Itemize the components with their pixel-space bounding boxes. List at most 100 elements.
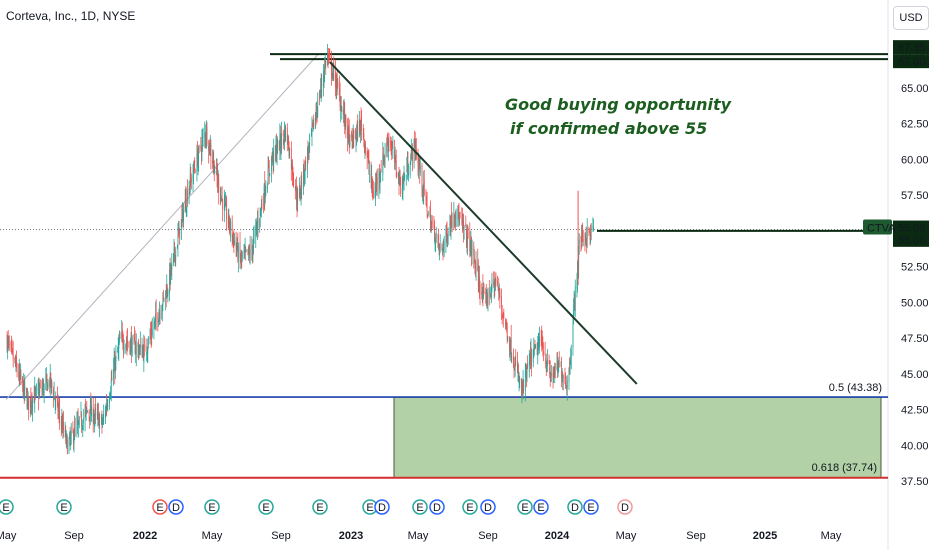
event-letter: E (416, 502, 423, 514)
candle-body (84, 411, 86, 419)
candle-body (134, 339, 136, 354)
candle-body (54, 395, 56, 400)
candle-body (406, 169, 408, 173)
candle-body (190, 178, 192, 180)
earnings-marker[interactable] (462, 499, 478, 515)
candle-body (138, 347, 139, 355)
candle-body (343, 111, 345, 118)
dividend-marker[interactable] (168, 499, 184, 515)
candle-body (42, 383, 44, 391)
time-tick-label: May (408, 530, 429, 542)
candle-body (257, 219, 259, 227)
candle-body (560, 365, 562, 367)
candle-body (387, 142, 389, 149)
candle-body (74, 427, 75, 440)
candle-body (196, 153, 198, 171)
candle-body (151, 332, 153, 337)
candle-body (351, 136, 353, 140)
candle-body (545, 365, 547, 366)
candle-body (546, 359, 548, 366)
earnings-marker[interactable] (0, 499, 14, 515)
time-axis: May Sep 2022 May Sep 2023 May Sep 2024 May Sep 2025… (0, 530, 842, 542)
time-tick-label: 2024 (545, 530, 570, 542)
candle-body (188, 188, 190, 204)
earnings-marker[interactable] (567, 499, 583, 515)
candle-body (263, 203, 265, 205)
earnings-marker[interactable] (56, 499, 72, 515)
candle-body (193, 164, 194, 178)
candle-body (253, 238, 254, 250)
candle-body (80, 414, 82, 415)
candle-body (18, 369, 20, 379)
earnings-marker[interactable] (204, 499, 220, 515)
candle-body (443, 241, 445, 245)
descending-trendline[interactable] (329, 61, 638, 385)
earnings-marker[interactable] (152, 499, 168, 515)
candle-body (355, 137, 357, 141)
candle-body (154, 318, 156, 321)
candle-body (102, 423, 103, 425)
candle-body (86, 410, 88, 412)
candle-body (259, 219, 261, 229)
currency-button[interactable]: USD (893, 6, 929, 30)
candle-body (541, 337, 543, 340)
candle-body (171, 261, 173, 270)
candle-body (281, 134, 282, 148)
candle-body (206, 127, 208, 145)
earnings-marker[interactable] (412, 499, 428, 515)
candle-body (562, 375, 564, 381)
earnings-marker[interactable] (312, 499, 328, 515)
price-axis: 67.5065.0062.5060.0057.5055.0052.5050.00… (901, 47, 929, 488)
ctva-tag-bg (863, 219, 892, 235)
dividend-marker[interactable] (480, 499, 496, 515)
candle-body (249, 252, 250, 257)
candle-body (507, 336, 509, 339)
candle-body (127, 342, 129, 345)
candle-body (323, 76, 325, 78)
candle-body (68, 439, 70, 452)
candle-body (589, 230, 590, 233)
candle-body (465, 223, 467, 228)
candle-body (240, 254, 242, 260)
candle-body (110, 391, 112, 398)
candle-body (573, 310, 574, 320)
dividend-marker[interactable] (374, 499, 390, 515)
rising-trendline[interactable] (5, 53, 319, 401)
candle-body (582, 232, 584, 239)
candle-body (324, 62, 326, 67)
candle-body (536, 343, 538, 355)
candle-body (382, 152, 384, 175)
candle-body (391, 147, 393, 148)
candle-body (486, 299, 488, 302)
candle-body (51, 382, 53, 388)
candle-body (527, 367, 528, 368)
time-tick-label: May (616, 530, 637, 542)
candle-body (94, 410, 96, 416)
candle-body (430, 213, 431, 230)
candle-body (489, 288, 491, 295)
dividend-marker[interactable] (429, 499, 445, 515)
candle-body (339, 87, 340, 95)
candle-body (349, 134, 351, 146)
dividend-marker[interactable] (583, 499, 599, 515)
candle-body (552, 373, 554, 378)
candle-body (201, 140, 203, 151)
candle-body (66, 436, 68, 438)
candle-body (138, 349, 140, 352)
candle-body (96, 413, 98, 416)
candle-body (179, 228, 181, 238)
dividend-marker[interactable] (533, 499, 549, 515)
candle-body (126, 341, 128, 344)
earnings-marker[interactable] (517, 499, 533, 515)
candle-body (135, 345, 137, 354)
event-letter: E (2, 502, 9, 514)
candle-body (491, 279, 493, 290)
earnings-marker[interactable] (258, 499, 274, 515)
candle-body (271, 157, 272, 172)
candle-body (296, 197, 298, 205)
earnings-marker[interactable] (617, 499, 633, 515)
candle-body (494, 281, 496, 290)
candle-body (49, 372, 51, 388)
candle-body (557, 361, 558, 373)
